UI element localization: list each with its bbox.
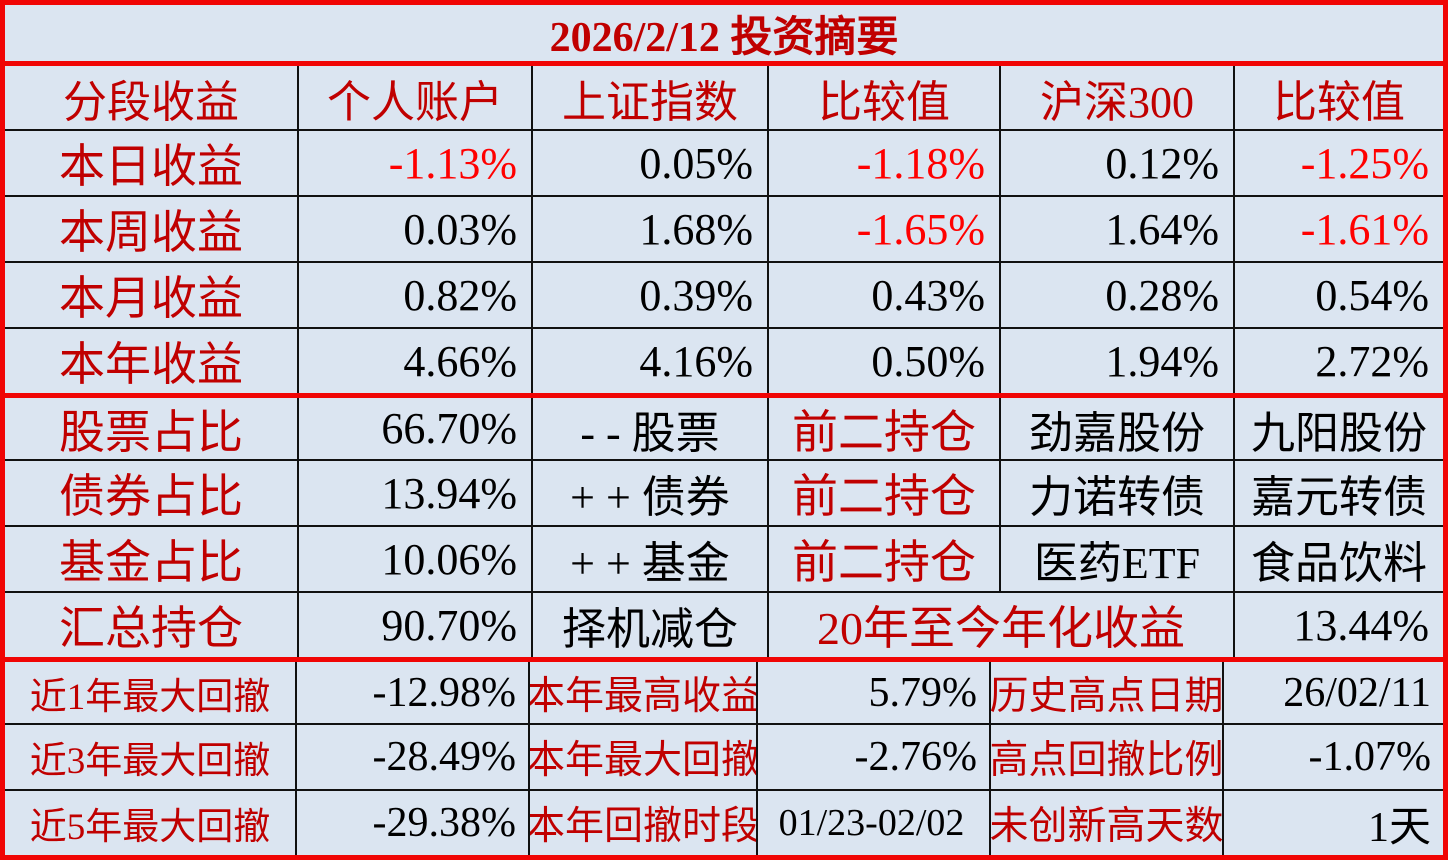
allocation-signal: - - 股票 [531,398,767,459]
comparison-value-2: 0.54% [1233,263,1443,327]
sse-index-value: 0.39% [531,263,767,327]
row-total-position: 汇总持仓 90.70% 择机减仓 20年至今年化收益 13.44% [5,591,1443,657]
personal-account-value: 4.66% [297,329,531,393]
header-csi300: 沪深300 [999,66,1233,129]
annualized-return-label: 20年至今年化收益 [767,593,1233,657]
row-label: 本年收益 [59,339,243,390]
personal-account-value: -1.13% [297,131,531,195]
row-label: 汇总持仓 [59,603,243,654]
top-holding-2: 九阳股份 [1233,398,1443,459]
top-holdings-tag: 前二持仓 [767,527,999,591]
header-personal-account: 个人账户 [297,66,531,129]
total-position-weight: 90.70% [297,593,531,657]
csi300-value: 1.64% [999,197,1233,261]
sse-index-value: 1.68% [531,197,767,261]
allocation-weight: 13.94% [297,461,531,525]
top-holding-2: 食品饮料 [1233,527,1443,591]
row-stock-allocation: 股票占比 66.70% - - 股票 前二持仓 劲嘉股份 九阳股份 [5,393,1443,459]
annualized-return-value: 13.44% [1233,593,1443,657]
sse-index-value: 4.16% [531,329,767,393]
metric-label: 本年回撤时段 [528,791,756,855]
stat-label: 历史高点日期 [989,662,1222,723]
personal-account-value: 0.03% [297,197,531,261]
row-label: 近3年最大回撤 [29,741,271,782]
metric-label: 本年最大回撤 [528,725,756,789]
row-label: 本月收益 [59,273,243,324]
header-comparison-1: 比较值 [767,66,999,129]
stat-value: 26/02/11 [1222,662,1443,723]
row-label: 基金占比 [59,537,243,588]
top-holding-1: 医药ETF [999,527,1233,591]
table-title: 2026/2/12 投资摘要 [549,14,899,61]
header-row: 分段收益 个人账户 上证指数 比较值 沪深300 比较值 [5,61,1443,129]
top-holding-1: 劲嘉股份 [999,398,1233,459]
personal-account-value: 0.82% [297,263,531,327]
allocation-weight: 66.70% [297,398,531,459]
allocation-signal: + + 债券 [531,461,767,525]
drawdown-value: -28.49% [295,725,528,789]
csi300-value: 0.28% [999,263,1233,327]
comparison-value-1: 0.43% [767,263,999,327]
stat-label: 高点回撤比例 [989,725,1222,789]
row-drawdown-5y: 近5年最大回撤 -29.38% 本年回撤时段 01/23-02/02 未创新高天… [5,789,1443,855]
header-sse-index: 上证指数 [531,66,767,129]
row-monthly-return: 本月收益 0.82% 0.39% 0.43% 0.28% 0.54% [5,261,1443,327]
row-bond-allocation: 债券占比 13.94% + + 债券 前二持仓 力诺转债 嘉元转债 [5,459,1443,525]
row-label: 本周收益 [59,207,243,258]
top-holdings-tag: 前二持仓 [767,461,999,525]
top-holdings-tag: 前二持仓 [767,398,999,459]
header-segment-return: 分段收益 [63,77,239,127]
row-label: 近1年最大回撤 [29,676,271,718]
allocation-signal: + + 基金 [531,527,767,591]
comparison-value-1: 0.50% [767,329,999,393]
stat-label: 未创新高天数 [989,791,1222,855]
comparison-value-1: -1.65% [767,197,999,261]
stat-value: -1.07% [1222,725,1443,789]
comparison-value-1: -1.18% [767,131,999,195]
csi300-value: 1.94% [999,329,1233,393]
csi300-value: 0.12% [999,131,1233,195]
sse-index-value: 0.05% [531,131,767,195]
metric-value: -2.76% [756,725,989,789]
row-yearly-return: 本年收益 4.66% 4.16% 0.50% 1.94% 2.72% [5,327,1443,393]
row-fund-allocation: 基金占比 10.06% + + 基金 前二持仓 医药ETF 食品饮料 [5,525,1443,591]
metric-value: 01/23-02/02 [756,791,989,855]
drawdown-value: -29.38% [295,791,528,855]
top-holding-2: 嘉元转债 [1233,461,1443,525]
drawdown-value: -12.98% [295,662,528,723]
header-comparison-2: 比较值 [1233,66,1443,129]
stat-value: 1天 [1222,791,1443,855]
comparison-value-2: -1.61% [1233,197,1443,261]
row-label: 近5年最大回撤 [29,807,271,848]
row-label: 本日收益 [59,141,243,192]
comparison-value-2: 2.72% [1233,329,1443,393]
row-drawdown-1y: 近1年最大回撤 -12.98% 本年最高收益 5.79% 历史高点日期 26/0… [5,657,1443,723]
top-holding-1: 力诺转债 [999,461,1233,525]
row-label: 债券占比 [59,471,243,522]
position-signal: 择机减仓 [531,593,767,657]
allocation-weight: 10.06% [297,527,531,591]
row-daily-return: 本日收益 -1.13% 0.05% -1.18% 0.12% -1.25% [5,129,1443,195]
row-weekly-return: 本周收益 0.03% 1.68% -1.65% 1.64% -1.61% [5,195,1443,261]
metric-value: 5.79% [756,662,989,723]
metric-label: 本年最高收益 [528,662,756,723]
row-label: 股票占比 [59,406,243,458]
comparison-value-2: -1.25% [1233,131,1443,195]
row-drawdown-3y: 近3年最大回撤 -28.49% 本年最大回撤 -2.76% 高点回撤比例 -1.… [5,723,1443,789]
